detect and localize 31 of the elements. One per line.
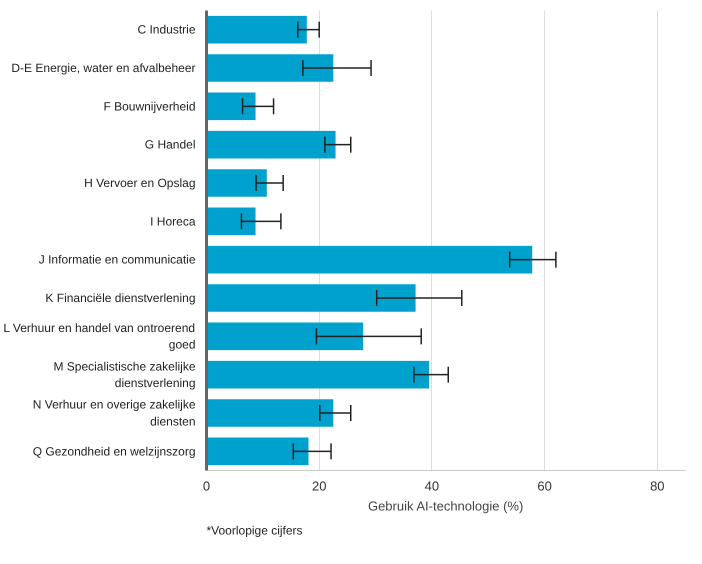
bar — [206, 246, 532, 274]
bar — [206, 92, 256, 120]
bar — [206, 322, 364, 350]
x-tick-label: 0 — [202, 478, 210, 494]
bar — [206, 169, 267, 197]
y-tick-label: F Bouwnijverheid — [103, 99, 196, 114]
text: *Voorlopige cijfers — [206, 524, 303, 538]
bar — [206, 208, 256, 236]
bar — [206, 399, 334, 427]
bar — [206, 54, 334, 82]
y-tick-label: M Specialistische zakelijke dienstverlening — [53, 359, 196, 390]
x-tick-label: 80 — [650, 478, 665, 494]
x-tick-label: 60 — [537, 478, 552, 494]
bar — [206, 438, 308, 466]
y-tick-label: C Industrie — [137, 22, 196, 37]
bar — [206, 360, 430, 388]
y-tick-label: H Vervoer en Opslag — [84, 176, 196, 190]
bar — [206, 284, 416, 312]
y-tick-label: L Verhuur en handel van ontroerend goed — [3, 320, 196, 352]
x-tick-label: 40 — [424, 478, 440, 494]
y-tick-label: D-E Energie, water en afvalbeheer — [11, 61, 196, 75]
y-tick-label: G Handel — [144, 138, 196, 152]
y-tick-label: N Verhuur en overige zakelijke diensten — [32, 398, 196, 428]
y-tick-label: I Horeca — [150, 214, 196, 228]
y-tick-label: J Informatie en communicatie — [38, 252, 196, 267]
x-axis-title: Gebruik AI-technologie (%) — [368, 498, 524, 514]
x-tick-label: 20 — [312, 478, 326, 494]
bar — [206, 130, 336, 158]
bar — [206, 16, 307, 44]
y-tick-label: K Financiële dienstverlening — [45, 291, 196, 305]
y-tick-label: Q Gezondheid en welzijnszorg — [32, 444, 196, 458]
